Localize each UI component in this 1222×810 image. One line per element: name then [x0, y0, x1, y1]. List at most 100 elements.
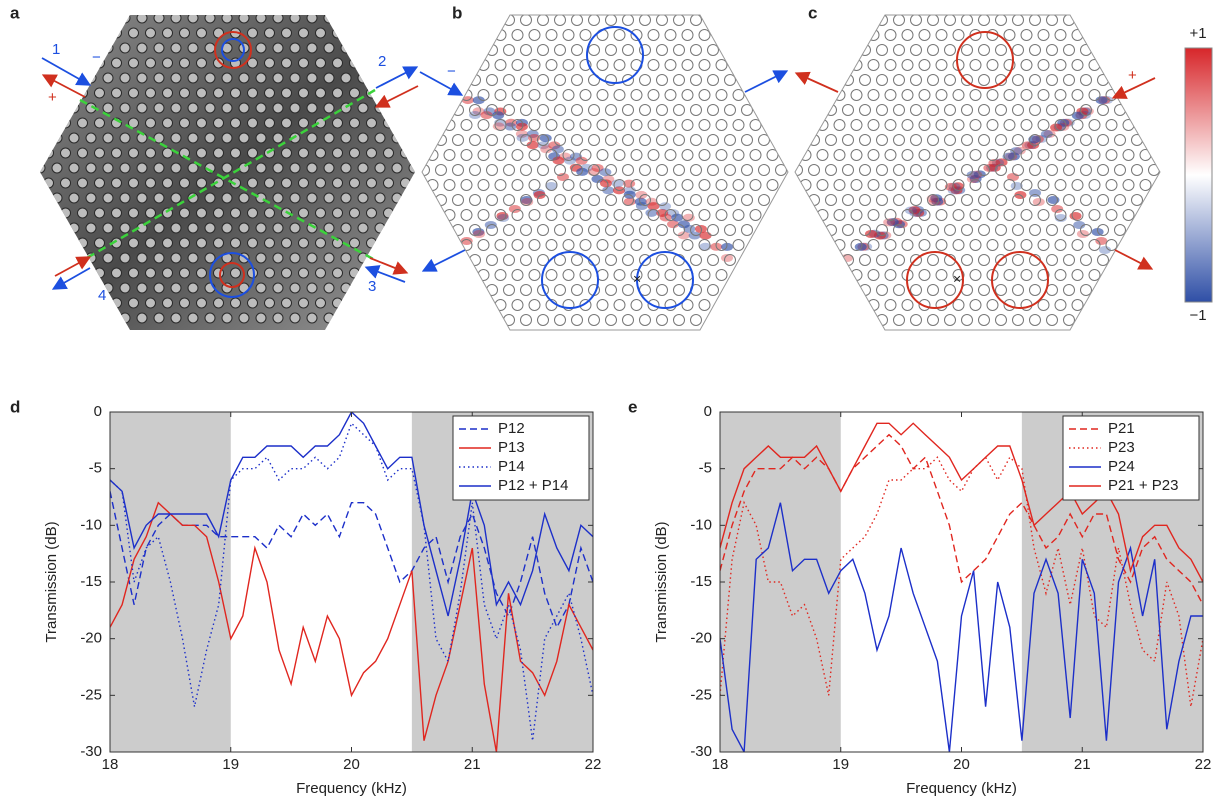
pillar [834, 60, 845, 71]
pillar [180, 88, 190, 98]
pillar [154, 73, 164, 83]
pillar [163, 148, 173, 158]
pillar [86, 193, 96, 203]
pillar [239, 313, 249, 323]
pillar [290, 283, 300, 293]
pillar [154, 13, 164, 23]
pillar [767, 210, 778, 221]
panel-c: × c + [792, 3, 1161, 330]
pillar [742, 315, 753, 326]
pillar [35, 163, 45, 173]
pillar [188, 283, 198, 293]
pillar [137, 193, 147, 203]
pillar [307, 103, 317, 113]
pillar [248, 298, 258, 308]
pillar [1140, 210, 1151, 221]
pillar [1081, 15, 1092, 26]
pillar [129, 268, 139, 278]
pillar [265, 118, 275, 128]
pillar [767, 270, 778, 281]
pillar [792, 45, 803, 56]
pillar [817, 30, 828, 41]
pillar [367, 58, 377, 68]
arrow [425, 250, 465, 270]
port-label: 3 [368, 278, 376, 295]
pillar [341, 13, 351, 23]
pillar [231, 238, 241, 248]
pillar [129, 208, 139, 218]
pillar [358, 13, 368, 23]
y-tick-label: -20 [80, 630, 102, 647]
pillar [112, 58, 122, 68]
x-tick-label: 19 [832, 756, 849, 773]
pillar [341, 163, 351, 173]
pillar [171, 73, 181, 83]
pillar [792, 195, 803, 206]
pillar [129, 148, 139, 158]
x-tick-label: 21 [1074, 756, 1091, 773]
pillar [792, 225, 803, 236]
pillar [409, 43, 419, 53]
pillar [299, 58, 309, 68]
pillar [78, 298, 88, 308]
pillar [1149, 285, 1160, 296]
pillar [307, 313, 317, 323]
pillar [273, 13, 283, 23]
pillar [367, 178, 377, 188]
pillar [282, 88, 292, 98]
pillar [1140, 30, 1151, 41]
pillar [375, 13, 385, 23]
y-tick-label: 0 [94, 403, 102, 420]
x-tick-label: 20 [343, 756, 360, 773]
pillar [453, 45, 464, 56]
pillar [750, 240, 761, 251]
pillar [154, 163, 164, 173]
pillar [733, 60, 744, 71]
pillar [759, 255, 770, 266]
pillar [129, 238, 139, 248]
pillar [419, 45, 430, 56]
pillar [137, 13, 147, 23]
pillar [375, 133, 385, 143]
pillar [103, 43, 113, 53]
pillar [163, 28, 173, 38]
pillar [375, 193, 385, 203]
pillar [256, 43, 266, 53]
pillar [1140, 90, 1151, 101]
pillar [834, 30, 845, 41]
pillar [1098, 45, 1109, 56]
pillar [419, 105, 430, 116]
pillar [69, 313, 79, 323]
pillar [367, 148, 377, 158]
pillar [367, 238, 377, 248]
pillar [1149, 315, 1160, 326]
pillar [487, 15, 498, 26]
pillar [427, 90, 438, 101]
pillar [69, 13, 79, 23]
pillar [1081, 315, 1092, 326]
arrow [376, 68, 415, 88]
pillar [69, 163, 79, 173]
pillar [384, 28, 394, 38]
pillar [444, 300, 455, 311]
pillar [120, 73, 130, 83]
pillar [282, 238, 292, 248]
pillar [188, 223, 198, 233]
pillar [453, 285, 464, 296]
pillar [120, 313, 130, 323]
pillar [44, 268, 54, 278]
pillar [163, 268, 173, 278]
pillar [163, 88, 173, 98]
pillar [767, 240, 778, 251]
pillar [282, 28, 292, 38]
pillar [333, 28, 343, 38]
pillar [44, 298, 54, 308]
field-blob [636, 202, 648, 210]
pillar [1132, 285, 1143, 296]
pillar [248, 118, 258, 128]
pillar [248, 178, 258, 188]
line-chart: 18192021220-5-10-15-20-25-30Frequency (k… [10, 397, 601, 796]
arrow [55, 258, 88, 276]
pillar [265, 28, 275, 38]
pillar [1140, 120, 1151, 131]
